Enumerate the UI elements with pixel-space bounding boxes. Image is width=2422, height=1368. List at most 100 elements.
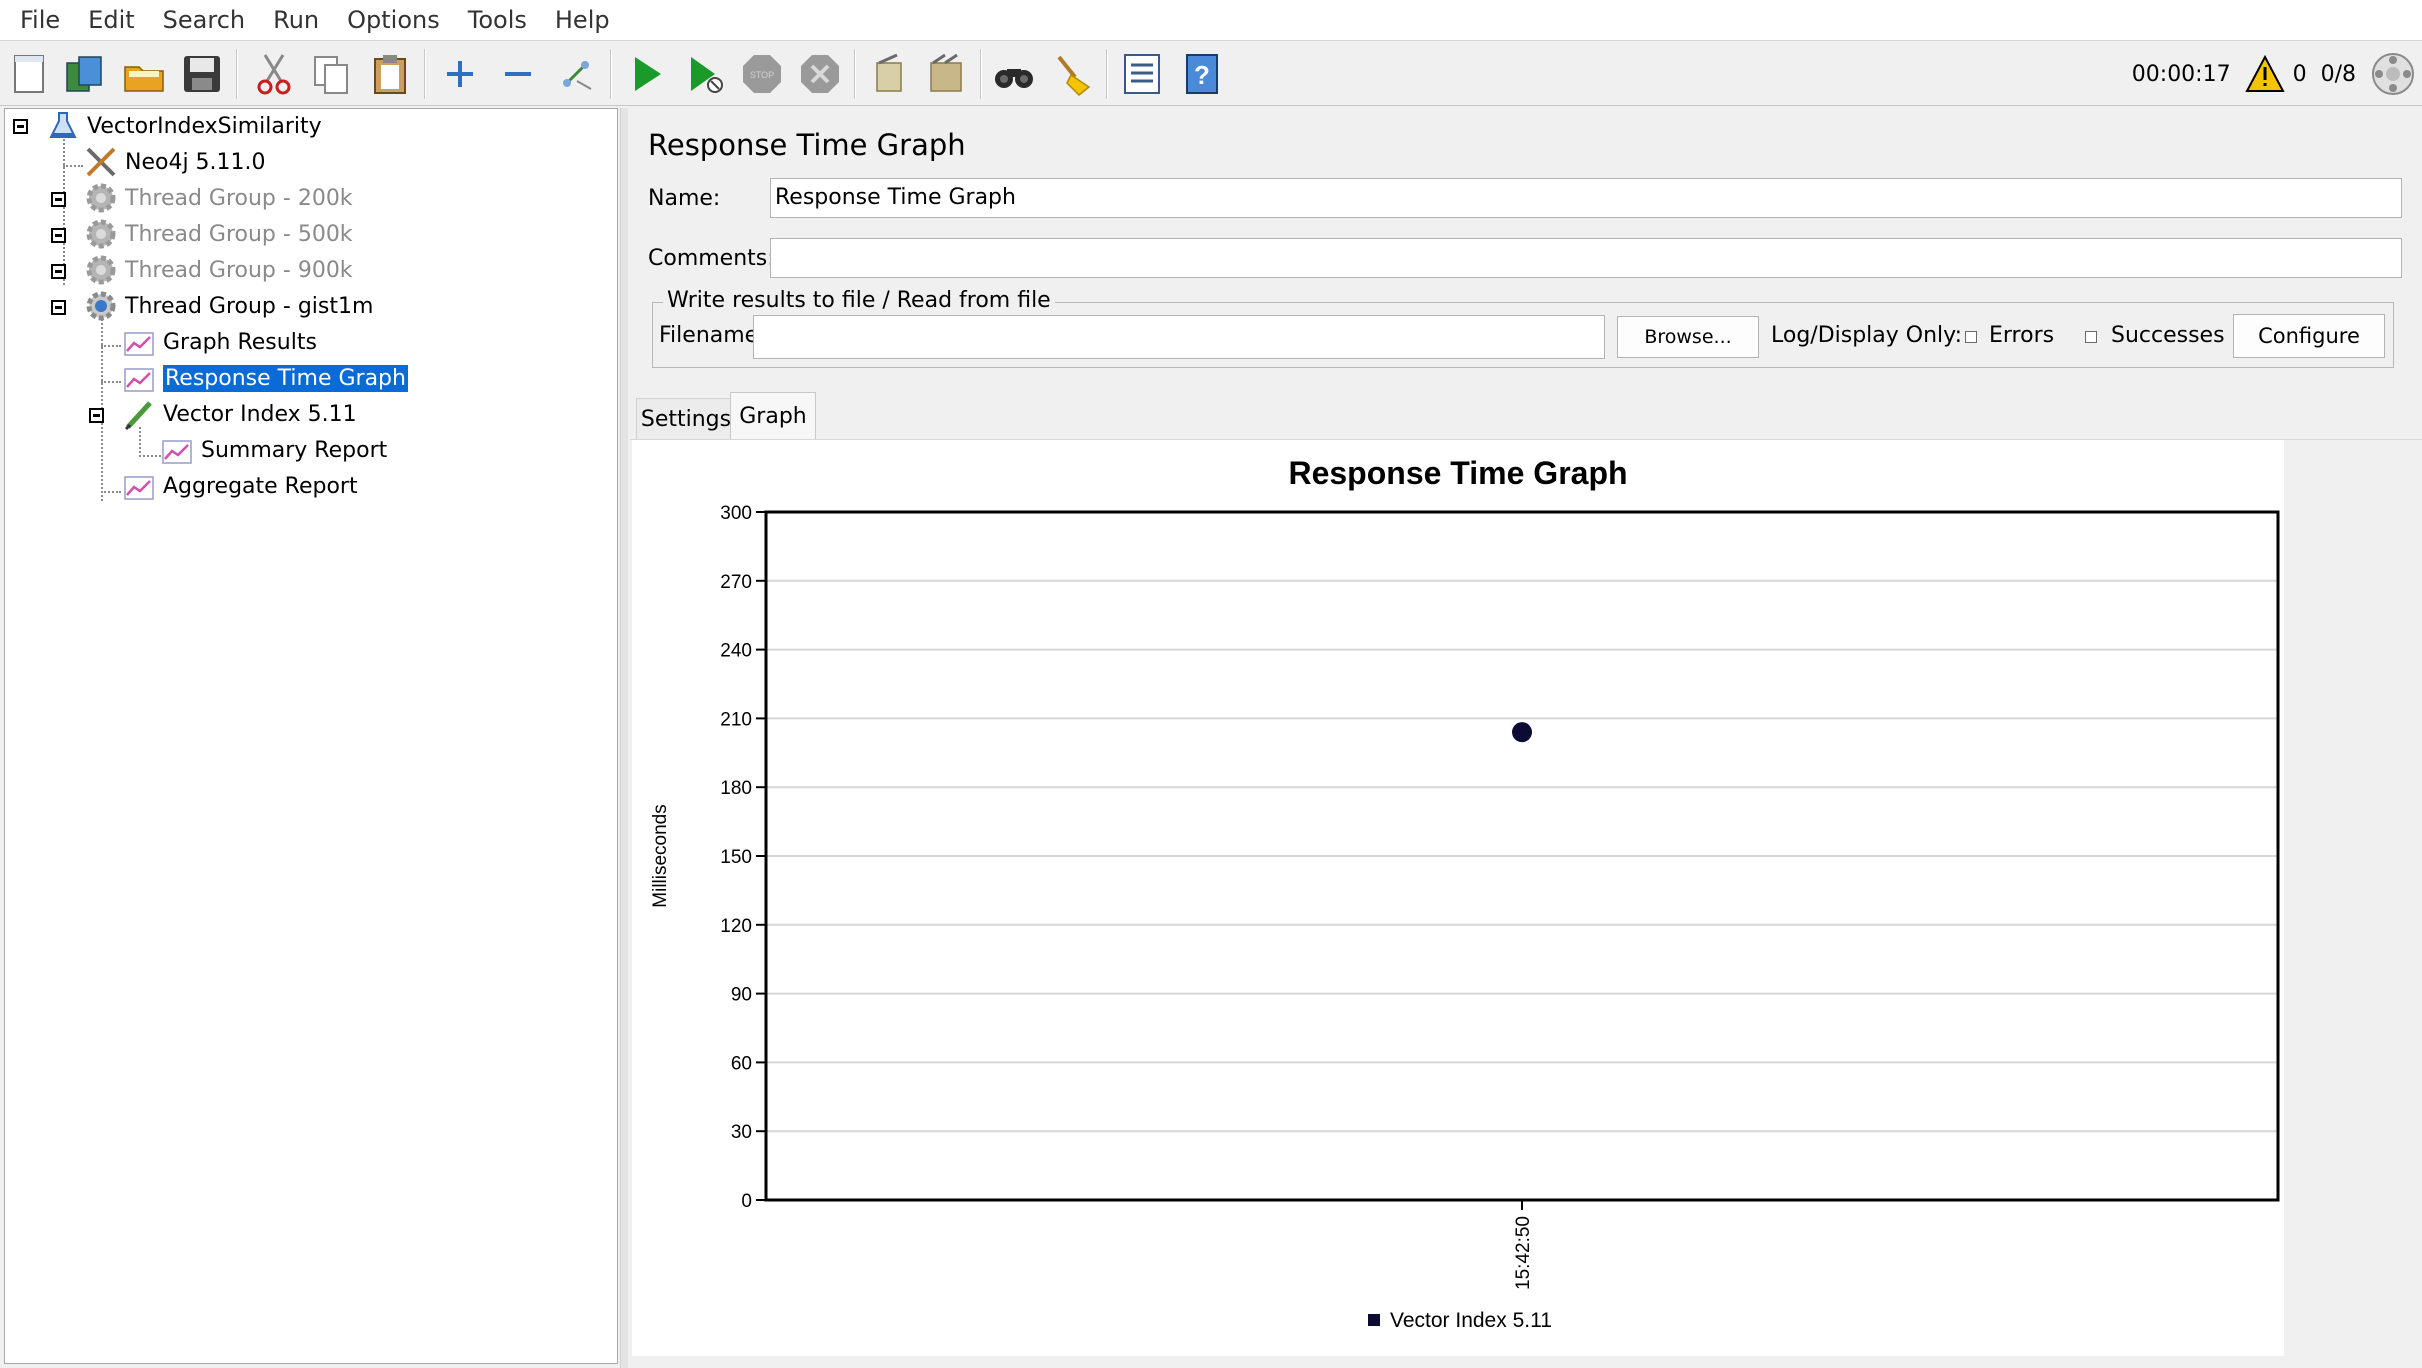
tree-node-thread-group[interactable]: Thread Group - gist1m <box>83 289 373 323</box>
tree-node-sampler[interactable]: Vector Index 5.11 <box>121 397 357 431</box>
listener-graph-icon <box>121 468 157 504</box>
y-tick-label: 120 <box>720 916 752 937</box>
clear-icon[interactable] <box>864 50 912 98</box>
warning-icon[interactable] <box>2244 55 2285 93</box>
log-display-label: Log/Display Only: <box>1771 323 1962 348</box>
function-helper-icon[interactable] <box>1118 50 1166 98</box>
svg-text:STOP: STOP <box>750 70 774 80</box>
tree-label: Thread Group - 200k <box>125 185 353 211</box>
help-icon[interactable]: ? <box>1178 50 1226 98</box>
toolbar: STOP ? 00:00:17 0 0/8 <box>0 40 2422 106</box>
menu-file[interactable]: File <box>20 6 61 34</box>
filename-field[interactable] <box>753 315 1605 359</box>
comments-label: Comments: <box>648 246 775 271</box>
gear-icon <box>83 180 119 216</box>
tree-label: Summary Report <box>201 437 388 463</box>
cut-icon[interactable] <box>250 50 298 98</box>
tree-expander-plan[interactable] <box>13 119 28 134</box>
tree-expander-sampler[interactable] <box>89 408 104 423</box>
tab-settings[interactable]: Settings <box>636 398 736 440</box>
menu-search[interactable]: Search <box>162 6 246 34</box>
y-tick-label: 60 <box>731 1053 752 1074</box>
listener-graph-icon <box>159 432 195 468</box>
clear-all-icon[interactable] <box>922 50 970 98</box>
tree-label: Vector Index 5.11 <box>163 401 357 427</box>
y-tick-label: 90 <box>731 985 752 1006</box>
templates-icon[interactable] <box>60 50 108 98</box>
tree-expander-tg500k[interactable] <box>51 228 66 243</box>
name-field[interactable]: Response Time Graph <box>770 178 2402 218</box>
legend-swatch <box>1368 1314 1380 1326</box>
menu-help[interactable]: Help <box>554 6 610 34</box>
y-tick-label: 270 <box>720 572 752 593</box>
gear-icon <box>83 252 119 288</box>
svg-text:?: ? <box>1194 60 1210 90</box>
tree-label: Graph Results <box>163 329 317 355</box>
menu-tools[interactable]: Tools <box>467 6 527 34</box>
tree-expander-tg900k[interactable] <box>51 264 66 279</box>
tree-node-listener[interactable]: Aggregate Report <box>121 469 358 503</box>
menu-edit[interactable]: Edit <box>88 6 135 34</box>
y-tick-label: 180 <box>720 778 752 799</box>
menu-bar: File Edit Search Run Options Tools Help <box>0 0 2422 40</box>
stop-icon[interactable]: STOP <box>738 50 786 98</box>
tree-node-thread-group[interactable]: Thread Group - 900k <box>83 253 353 287</box>
shutdown-icon[interactable] <box>796 50 844 98</box>
tree-node-thread-group[interactable]: Thread Group - 500k <box>83 217 353 251</box>
panel-splitter[interactable] <box>620 108 628 1368</box>
copy-icon[interactable] <box>308 50 356 98</box>
sampler-pen-icon <box>121 396 157 432</box>
y-tick-label: 150 <box>720 847 752 868</box>
tree-label: Response Time Graph <box>163 364 408 392</box>
tree-node-listener-selected[interactable]: Response Time Graph <box>121 361 408 395</box>
tree-node-listener[interactable]: Summary Report <box>159 433 387 467</box>
menu-run[interactable]: Run <box>273 6 320 34</box>
config-tools-icon <box>83 144 119 180</box>
start-no-pause-icon[interactable] <box>680 50 728 98</box>
test-plan-icon <box>45 108 81 144</box>
collapse-icon[interactable] <box>494 50 542 98</box>
data-point <box>1512 722 1532 743</box>
gear-icon <box>83 288 119 324</box>
toggle-icon[interactable] <box>552 50 600 98</box>
listener-graph-icon <box>121 360 157 396</box>
configure-button[interactable]: Configure <box>2233 314 2385 358</box>
element-editor: Response Time Graph Name: Response Time … <box>630 108 2422 1368</box>
active-threads: 0/8 <box>2320 61 2356 87</box>
file-group: Write results to file / Read from file F… <box>652 288 2394 368</box>
tree-node-listener[interactable]: Graph Results <box>121 325 317 359</box>
response-time-chart: Response Time Graph 0 30 60 90 120 150 180 210 2… <box>632 440 2284 1356</box>
tab-graph[interactable]: Graph <box>730 392 816 440</box>
tree-node-thread-group[interactable]: Thread Group - 200k <box>83 181 353 215</box>
plot-frame <box>764 510 2280 1202</box>
save-icon[interactable] <box>178 50 226 98</box>
remote-status-icon <box>2370 51 2416 97</box>
paste-icon[interactable] <box>366 50 414 98</box>
tree-expander-tggist1m[interactable] <box>51 300 66 315</box>
successes-label: Successes <box>2111 323 2225 348</box>
open-icon[interactable] <box>120 50 168 98</box>
errors-label: Errors <box>1989 323 2055 348</box>
tree-label: Neo4j 5.11.0 <box>125 149 266 175</box>
name-label: Name: <box>648 186 721 211</box>
comments-field[interactable] <box>770 238 2402 278</box>
tree-label: VectorIndexSimilarity <box>87 113 322 139</box>
tree-node-test-plan[interactable]: VectorIndexSimilarity <box>45 109 322 143</box>
successes-checkbox[interactable] <box>2085 331 2097 343</box>
tree-expander-tg200k[interactable] <box>51 192 66 207</box>
start-icon[interactable] <box>622 50 670 98</box>
tree-label: Thread Group - 900k <box>125 257 353 283</box>
elapsed-timer: 00:00:17 <box>2131 61 2231 87</box>
x-tick-label: 15:42:50 <box>1513 1216 1534 1290</box>
browse-button[interactable]: Browse... <box>1617 316 1759 358</box>
errors-checkbox[interactable] <box>1965 331 1977 343</box>
expand-icon[interactable] <box>436 50 484 98</box>
search-icon[interactable] <box>990 50 1038 98</box>
reset-search-icon[interactable] <box>1048 50 1096 98</box>
y-tick-label: 240 <box>720 641 752 662</box>
tree-node-config[interactable]: Neo4j 5.11.0 <box>83 145 266 179</box>
test-plan-tree: VectorIndexSimilarity Neo4j 5.11.0 Threa… <box>4 108 618 1364</box>
menu-options[interactable]: Options <box>347 6 440 34</box>
new-icon[interactable] <box>6 50 54 98</box>
file-group-legend: Write results to file / Read from file <box>663 288 1055 313</box>
